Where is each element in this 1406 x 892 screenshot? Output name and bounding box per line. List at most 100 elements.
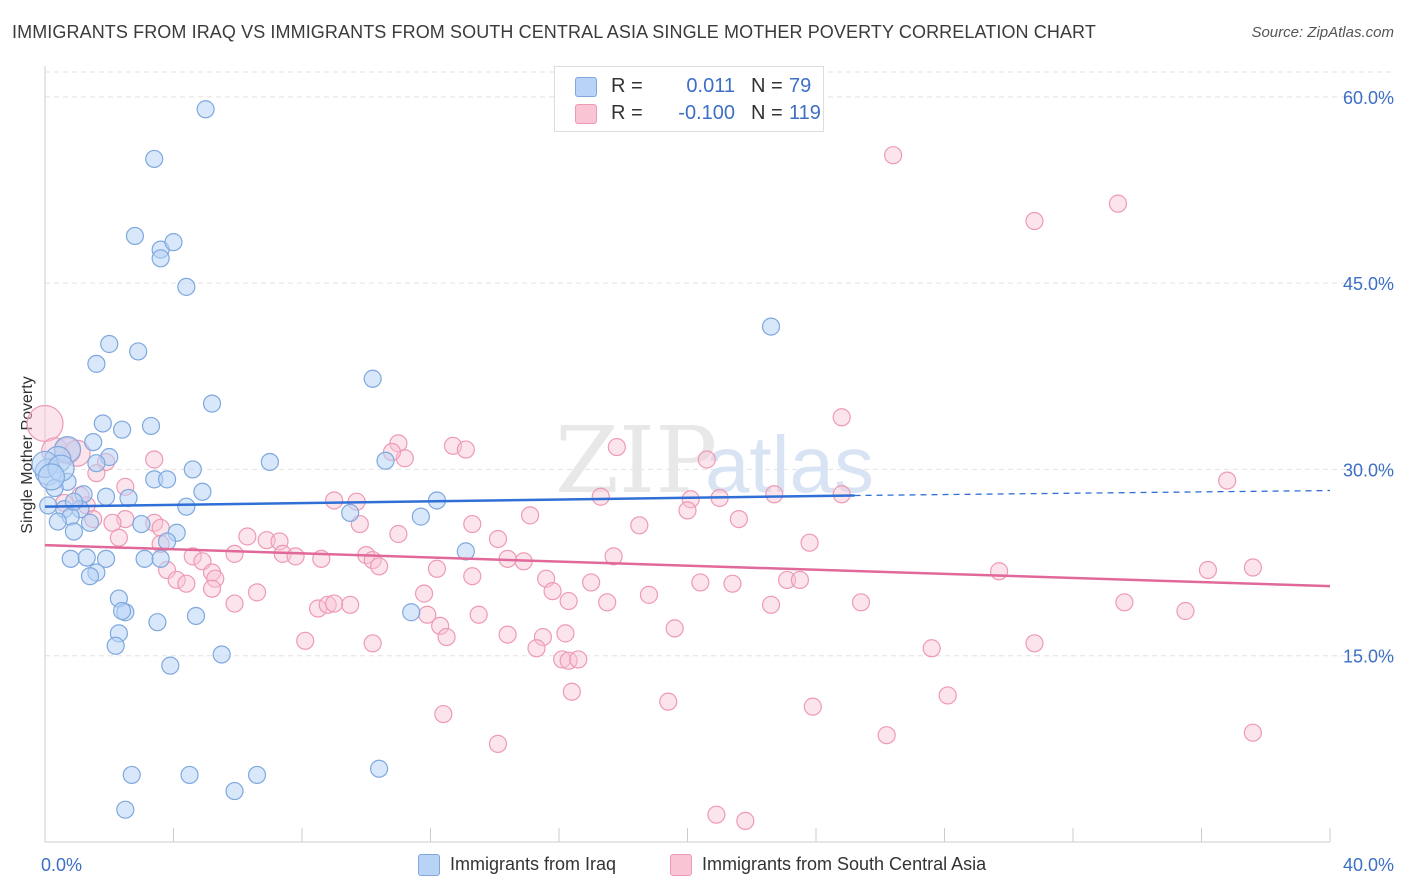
iraq-point: [64, 522, 84, 541]
sca-point: [723, 574, 742, 593]
y-tick-label: 30.0%: [1343, 460, 1394, 480]
sca-point: [488, 734, 508, 753]
iraq-point: [129, 342, 148, 361]
sca-point: [1243, 723, 1263, 742]
n-value-sca: 119: [789, 102, 821, 124]
sca-point: [498, 625, 517, 644]
grid-lines: [45, 71, 1394, 657]
sca-point: [225, 544, 244, 563]
iraq-point: [145, 149, 164, 169]
iraq-point: [411, 507, 430, 526]
sca-point: [543, 582, 562, 601]
r-value-iraq: 0.011: [686, 75, 735, 97]
iraq-point: [93, 414, 112, 433]
iraq-point: [151, 249, 170, 268]
sca-point: [167, 570, 186, 590]
sca-point: [431, 616, 450, 636]
sca-point: [832, 408, 851, 427]
sca-point: [562, 682, 581, 701]
iraq-point: [196, 100, 215, 119]
iraq-point: [161, 656, 180, 675]
sca-point: [790, 570, 810, 590]
sca-point: [556, 624, 575, 643]
correlation-legend: R = 0.011 N = 79 R = -0.100 N = 119: [554, 66, 824, 132]
sca-point: [777, 570, 797, 590]
sca-point: [341, 595, 360, 614]
iraq-point: [64, 492, 84, 511]
iraq-point: [87, 454, 106, 473]
iraq-point: [84, 432, 103, 452]
n-value-iraq: 79: [789, 75, 812, 97]
sca-point: [1218, 471, 1237, 490]
n-label: N =: [751, 102, 783, 124]
iraq-point: [157, 532, 177, 551]
watermark-atlas: atlas: [705, 420, 874, 509]
sca-point: [527, 639, 546, 658]
iraq-point: [180, 765, 199, 785]
x-tick-label-max: 40.0%: [1343, 855, 1394, 875]
sca-point: [202, 579, 222, 598]
iraq-point: [132, 514, 151, 534]
iraq-point: [119, 488, 138, 508]
iraq-point: [202, 394, 222, 413]
sca-point: [325, 491, 344, 510]
sca-legend-swatch: [670, 854, 692, 876]
sca-point: [553, 650, 572, 669]
sca-point: [177, 574, 196, 593]
iraq-trend-extension: [854, 489, 1331, 497]
sca-point: [533, 627, 553, 647]
sca-point: [257, 531, 276, 550]
sca-point: [437, 627, 456, 647]
sca-point: [1243, 558, 1263, 577]
sca-point: [630, 516, 649, 535]
iraq-point: [77, 548, 96, 567]
sca-point: [938, 686, 957, 705]
sca-point: [559, 591, 578, 611]
r-value-sca: -0.100: [678, 102, 735, 124]
sca-point: [877, 726, 896, 745]
iraq-point: [151, 549, 170, 568]
sca-point: [370, 557, 389, 576]
iraq-point: [125, 226, 145, 246]
sca-point: [639, 585, 659, 604]
sca-point: [206, 569, 225, 588]
sca-point: [488, 529, 508, 549]
sca-point: [604, 547, 623, 566]
y-tick-label: 15.0%: [1343, 647, 1394, 667]
iraq-point: [186, 606, 206, 626]
sca-point: [427, 559, 447, 578]
iraq-point: [80, 567, 100, 586]
sca-point: [325, 594, 344, 613]
chart-title: IMMIGRANTS FROM IRAQ VS IMMIGRANTS FROM …: [12, 22, 1096, 42]
sca-point: [607, 437, 626, 457]
sca-point: [1108, 194, 1128, 213]
iraq-point: [402, 603, 421, 622]
iraq-point: [177, 277, 196, 296]
y-tick-label: 45.0%: [1343, 274, 1394, 294]
iraq-point: [341, 503, 360, 522]
r-label: R =: [611, 102, 643, 124]
sca-point: [520, 506, 540, 525]
iraq-point: [48, 512, 67, 531]
sca-point: [803, 697, 822, 716]
iraq-point: [80, 513, 100, 532]
sca-point: [729, 509, 749, 529]
legend-label-sca: Immigrants from South Central Asia: [702, 854, 987, 874]
sca-point: [456, 440, 475, 459]
sca-point: [598, 593, 617, 612]
sca-point: [665, 619, 684, 638]
sca-point: [1198, 560, 1218, 580]
sca-point: [225, 594, 244, 613]
iraq-point: [96, 487, 116, 506]
trend-lines: [44, 489, 1331, 588]
iraq-point: [376, 451, 395, 470]
iraq-point: [148, 613, 167, 632]
source-label: Source: ZipAtlas.com: [1251, 24, 1394, 41]
sca-point: [765, 485, 784, 504]
iraq-point: [116, 800, 135, 819]
iraq-swatch: [575, 77, 597, 97]
iraq-point: [183, 460, 202, 479]
sca-point: [183, 547, 202, 566]
sca-point: [389, 524, 408, 544]
sca-point: [238, 527, 257, 546]
